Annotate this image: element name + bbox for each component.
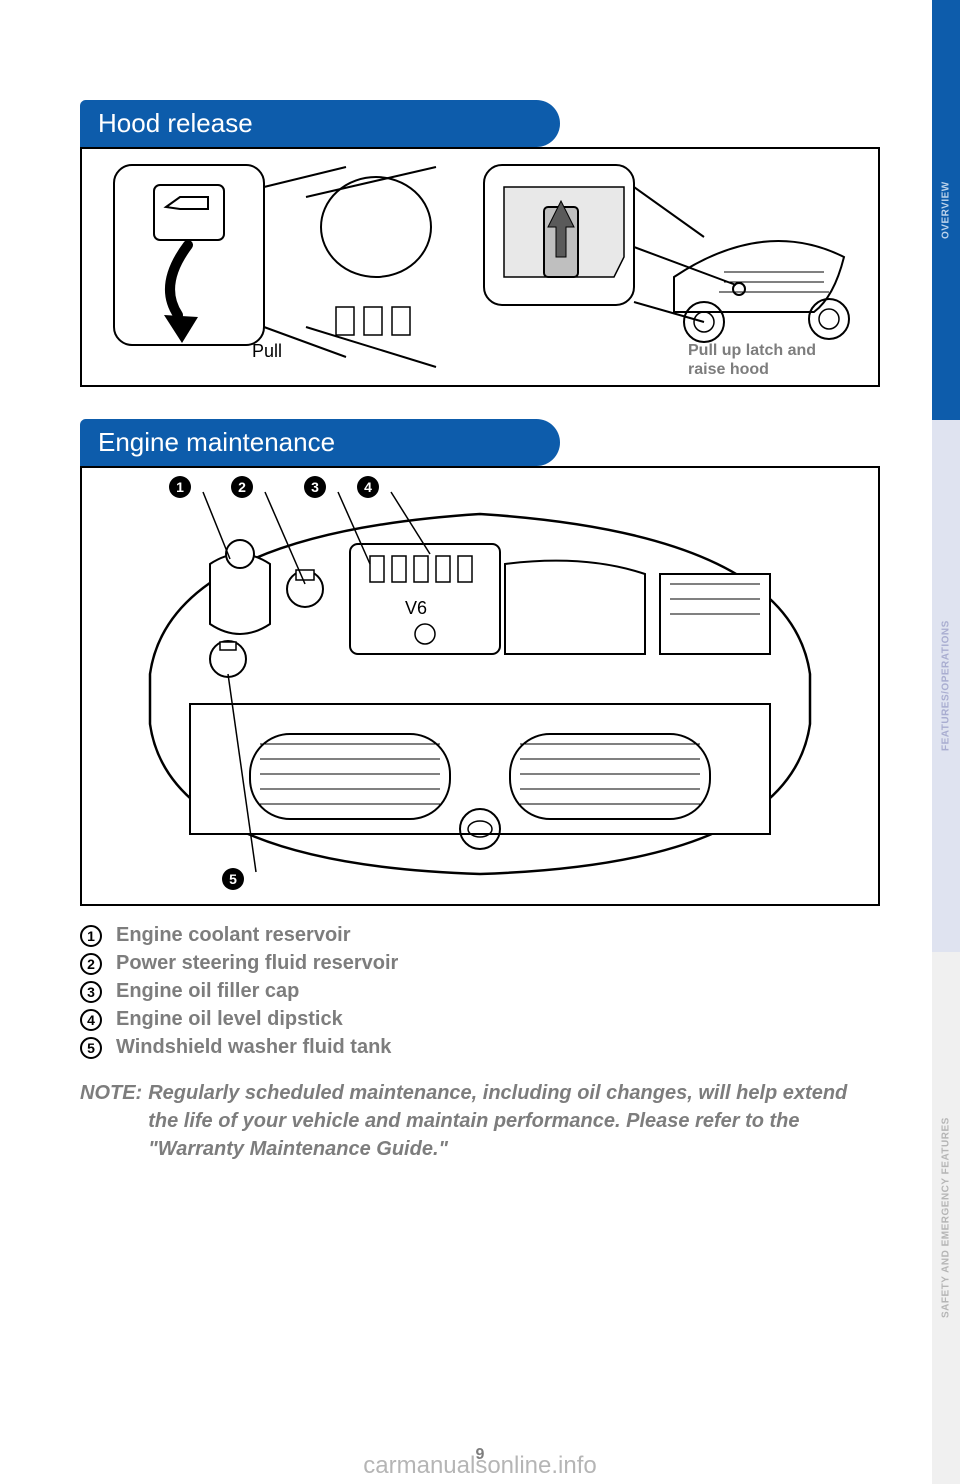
latch-label: Pull up latch and raise hood [688, 341, 848, 379]
legend-row: 4 Engine oil level dipstick [80, 1008, 880, 1031]
callout-5: 5 [222, 868, 244, 890]
latch-label-line1: Pull up latch and [688, 342, 816, 359]
engine-bay-illustration: V6 [110, 474, 850, 894]
legend-num-5: 5 [80, 1037, 102, 1059]
legend-num-3: 3 [80, 981, 102, 1003]
legend-text-1: Engine coolant reservoir [116, 924, 351, 947]
legend-text-2: Power steering fluid reservoir [116, 952, 398, 975]
note-text: Regularly scheduled maintenance, includi… [148, 1079, 880, 1163]
engine-maintenance-header: Engine maintenance [80, 419, 560, 466]
legend-num-4: 4 [80, 1009, 102, 1031]
note-label: NOTE: [80, 1079, 142, 1163]
hood-release-header: Hood release [80, 100, 560, 147]
svg-text:V6: V6 [405, 598, 427, 618]
engine-maintenance-figure: V6 1 2 3 4 5 [80, 466, 880, 906]
legend-num-1: 1 [80, 925, 102, 947]
pull-label: Pull [252, 341, 282, 362]
legend-text-5: Windshield washer fluid tank [116, 1036, 391, 1059]
legend-num-2: 2 [80, 953, 102, 975]
latch-label-line2: raise hood [688, 361, 769, 378]
legend-row: 5 Windshield washer fluid tank [80, 1036, 880, 1059]
callout-4: 4 [357, 476, 379, 498]
maintenance-note: NOTE: Regularly scheduled maintenance, i… [80, 1079, 880, 1163]
legend-row: 3 Engine oil filler cap [80, 980, 880, 1003]
page-content: Hood release [0, 0, 960, 1484]
legend-row: 1 Engine coolant reservoir [80, 924, 880, 947]
legend-text-4: Engine oil level dipstick [116, 1008, 343, 1031]
callout-3: 3 [304, 476, 326, 498]
legend-row: 2 Power steering fluid reservoir [80, 952, 880, 975]
callout-1: 1 [169, 476, 191, 498]
callout-2: 2 [231, 476, 253, 498]
legend-text-3: Engine oil filler cap [116, 980, 299, 1003]
watermark: carmanualsonline.info [363, 1452, 596, 1480]
hood-release-figure: Pull Pull up latch and raise hood [80, 147, 880, 387]
engine-legend: 1 Engine coolant reservoir 2 Power steer… [80, 924, 880, 1059]
